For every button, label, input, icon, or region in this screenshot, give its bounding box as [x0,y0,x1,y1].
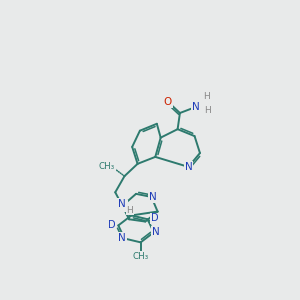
Text: CH₃: CH₃ [133,252,149,261]
Text: O: O [164,97,172,107]
Text: H: H [204,106,211,115]
Text: N: N [120,201,128,211]
Text: N: N [192,102,200,112]
Text: N: N [118,233,126,243]
Text: D: D [108,220,115,230]
Text: H: H [203,92,210,101]
Text: N: N [184,162,192,172]
Text: N: N [149,192,157,202]
Text: N: N [152,226,160,237]
Text: CH₃: CH₃ [99,162,115,171]
Text: D: D [151,214,158,224]
Text: N: N [118,199,126,209]
Text: H: H [127,206,133,214]
